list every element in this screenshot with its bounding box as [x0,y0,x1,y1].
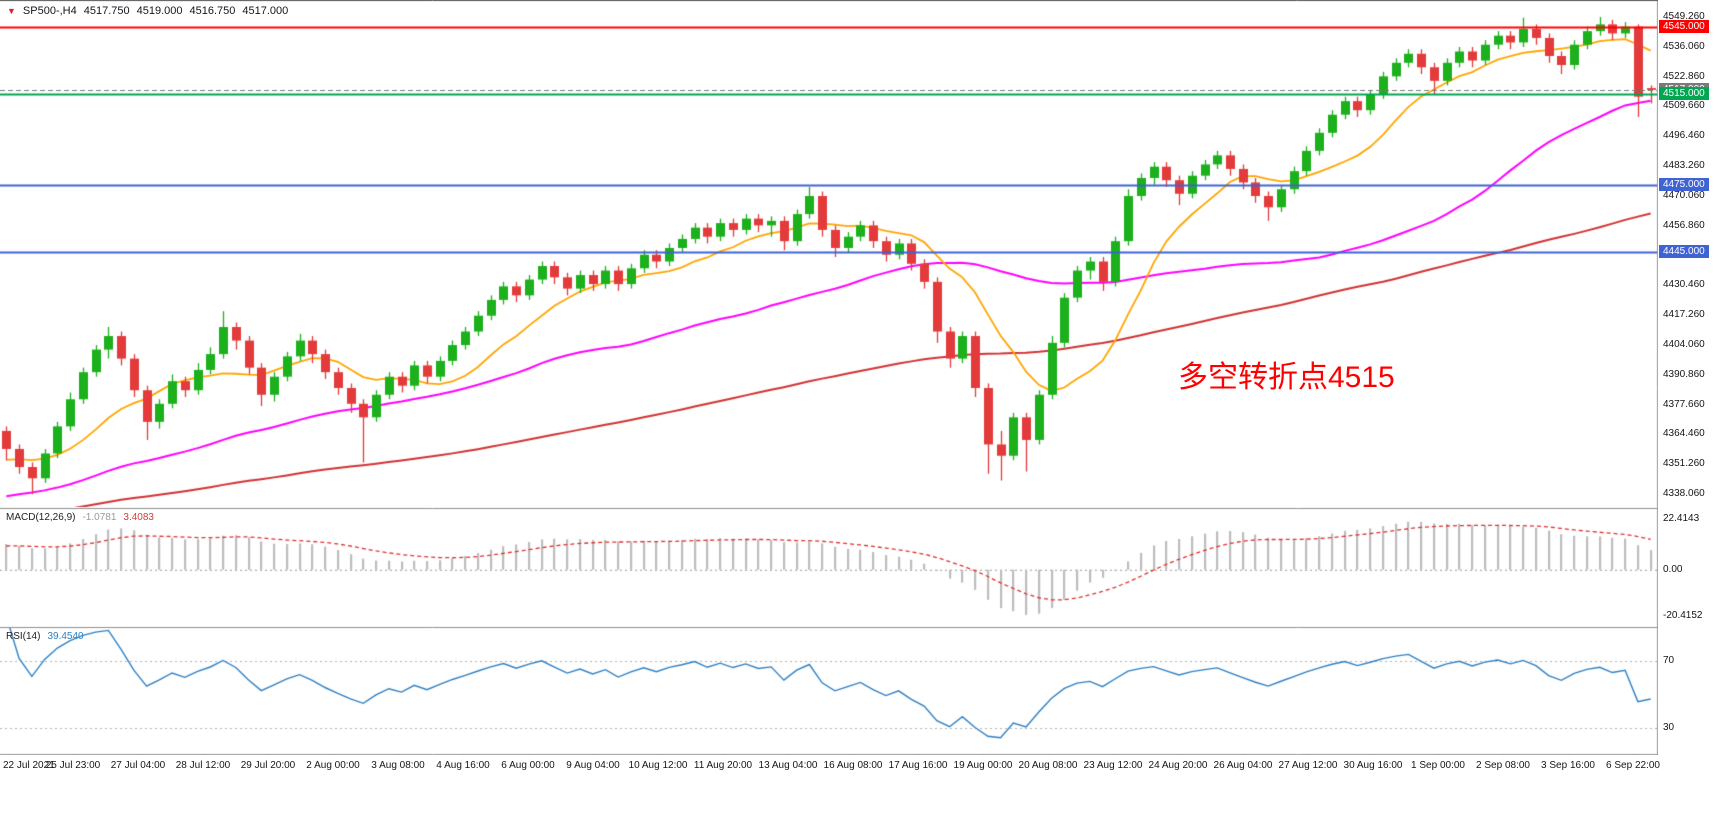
time-axis-label: 3 Aug 08:00 [371,760,425,771]
time-axis-label: 1 Sep 00:00 [1411,760,1465,771]
macd-scale-label: -20.4152 [1663,609,1703,621]
time-axis-label: 9 Aug 04:00 [566,760,620,771]
time-axis-label: 23 Aug 12:00 [1083,760,1143,771]
rsi-scale-label: 30 [1663,722,1675,733]
time-axis-label: 19 Aug 00:00 [953,760,1013,771]
rsi-name: RSI(14) [6,631,41,642]
price-scale-label: 4377.660 [1663,398,1705,410]
chart-annotation-text[interactable]: 多空转折点4515 [1178,361,1395,394]
time-axis-label: 17 Aug 16:00 [888,760,948,771]
time-axis[interactable]: 22 Jul 2021 25 Jul 23:00 27 Jul 04:00 28 Ju… [0,755,1730,775]
time-axis-label: 20 Aug 08:00 [1018,760,1078,771]
price-scale-label: 4351.260 [1663,458,1705,470]
rsi-value: 39.4540 [47,631,84,642]
time-axis-label: 22 Jul 2021 [3,760,55,771]
time-axis-label: 2 Aug 00:00 [306,760,360,771]
macd-scale-label: 0.00 [1663,563,1683,575]
time-axis-label: 13 Aug 04:00 [758,760,818,771]
macd-indicator-label: MACD(12,26,9) -1.0781 3.4083 [6,512,154,523]
macd-pane[interactable] [0,509,1657,626]
price-scale[interactable]: 4549.260 4536.060 4522.860 4509.660 4496.460… [1658,0,1730,775]
price-level-badge: 4475.000 [1659,177,1709,191]
time-axis-label: 6 Sep 22:00 [1606,760,1660,771]
time-axis-label: 26 Aug 04:00 [1213,760,1273,771]
main-chart-pane[interactable] [0,0,1657,507]
macd-name: MACD(12,26,9) [6,512,76,523]
symbol-period-label: SP500-,H4 [22,5,77,17]
chart-header: ▼ SP500-,H4 4517.750 4519.000 4516.750 4… [7,5,288,17]
price-scale-label: 4496.460 [1663,130,1705,142]
price-scale-label: 4509.660 [1663,100,1705,112]
time-axis-label: 11 Aug 20:00 [693,760,753,771]
price-scale-label: 4536.060 [1663,40,1705,52]
time-axis-label: 24 Aug 20:00 [1148,760,1208,771]
price-scale-label: 4364.460 [1663,428,1705,440]
time-axis-label: 2 Sep 08:00 [1476,760,1530,771]
price-scale-label: 4338.060 [1663,487,1705,499]
rsi-scale-label: 70 [1663,655,1675,667]
rsi-pane[interactable] [0,628,1657,753]
macd-signal-value: 3.4083 [123,512,154,523]
price-scale-label: 4417.260 [1663,309,1705,321]
macd-main-value: -1.0781 [82,512,117,523]
time-axis-label: 16 Aug 08:00 [823,760,883,771]
time-axis-label: 29 Jul 20:00 [240,760,296,771]
price-scale-label: 4430.460 [1663,279,1705,291]
rsi-indicator-label: RSI(14) 39.4540 [6,631,84,642]
quote-high: 4519.000 [136,5,183,17]
time-axis-label: 6 Aug 00:00 [501,760,555,771]
price-scale-label: 4522.860 [1663,70,1705,82]
time-axis-label: 28 Jul 12:00 [175,760,231,771]
price-level-badge: 4545.000 [1659,19,1709,33]
time-axis-label: 30 Aug 16:00 [1343,760,1403,771]
price-level-badge: 4445.000 [1659,245,1709,259]
quote-open: 4517.750 [83,5,130,17]
price-scale-label: 4470.060 [1663,189,1705,201]
price-scale-label: 4456.860 [1663,219,1705,231]
price-scale-label: 4404.060 [1663,338,1705,350]
quote-close: 4517.000 [242,5,289,17]
price-scale-label: 4549.260 [1663,11,1705,23]
time-axis-label: 3 Sep 16:00 [1541,760,1595,771]
triangle-down-icon: ▼ [7,5,16,16]
price-scale-label: 4483.260 [1663,160,1705,172]
price-level-badge: 4515.000 [1659,87,1709,101]
time-axis-label: 27 Jul 04:00 [110,760,166,771]
macd-scale-label: 22.4143 [1663,513,1700,525]
price-scale-label: 4390.860 [1663,368,1705,380]
time-axis-label: 10 Aug 12:00 [628,760,688,771]
time-axis-label: 4 Aug 16:00 [436,760,490,771]
quote-low: 4516.750 [189,5,236,17]
time-axis-label: 27 Aug 12:00 [1278,760,1338,771]
time-axis-label: 25 Jul 23:00 [45,760,101,771]
